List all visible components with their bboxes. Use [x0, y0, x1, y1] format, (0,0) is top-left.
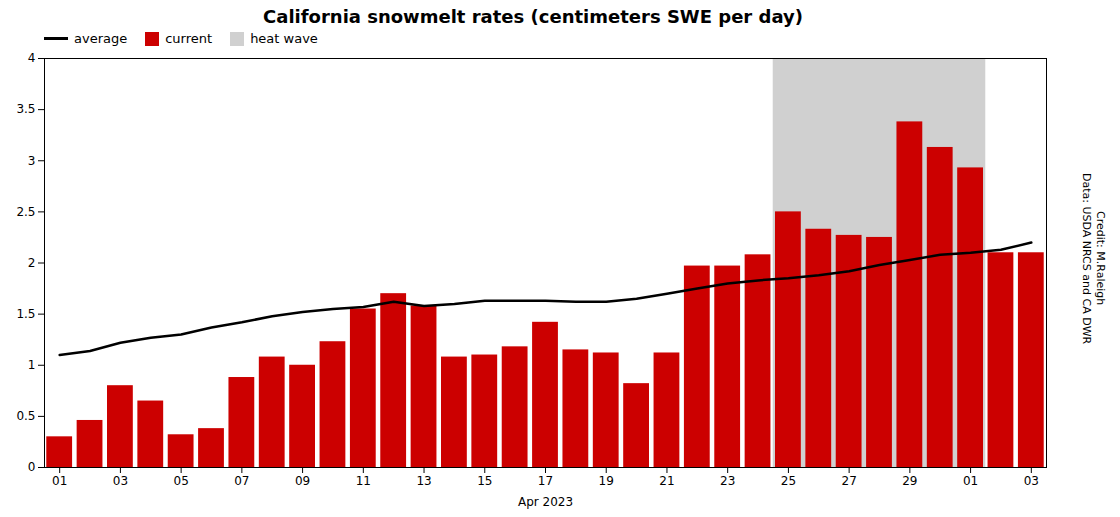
svg-text:09: 09: [295, 474, 310, 488]
svg-text:1.5: 1.5: [16, 307, 35, 321]
svg-text:2: 2: [28, 256, 36, 270]
html-text:Credit: M.Raleigh Data: USDA N: Credit: M.Raleigh Data: USDA NRCS and CA…: [1080, 172, 1108, 345]
svg-text:4: 4: [28, 51, 36, 65]
html-text:average: average: [74, 31, 128, 46]
svg-text:0.5: 0.5: [16, 409, 35, 423]
svg-text:Apr 2023: Apr 2023: [518, 495, 573, 509]
svg-text:29: 29: [902, 474, 917, 488]
html-text:California snowmelt rates (cen: California snowmelt rates (centimeters S…: [263, 6, 803, 27]
svg-text:21: 21: [659, 474, 674, 488]
svg-text:19: 19: [599, 474, 614, 488]
svg-text:2.5: 2.5: [16, 205, 35, 219]
svg-text:03: 03: [113, 474, 128, 488]
html-text:heat wave: heat wave: [250, 31, 318, 46]
svg-text:05: 05: [173, 474, 188, 488]
svg-text:1: 1: [28, 358, 36, 372]
svg-text:0: 0: [28, 460, 36, 474]
svg-text:17: 17: [538, 474, 553, 488]
svg-text:03: 03: [1024, 474, 1039, 488]
svg-text:11: 11: [356, 474, 371, 488]
html-text:current: current: [165, 31, 213, 46]
svg-text:01: 01: [963, 474, 978, 488]
svg-text:27: 27: [841, 474, 856, 488]
svg-text:25: 25: [781, 474, 796, 488]
svg-text:3: 3: [28, 154, 36, 168]
svg-text:07: 07: [234, 474, 249, 488]
svg-text:01: 01: [52, 474, 67, 488]
svg-text:15: 15: [477, 474, 492, 488]
svg-text:13: 13: [416, 474, 431, 488]
svg-text:3.5: 3.5: [16, 102, 35, 116]
svg-text:23: 23: [720, 474, 735, 488]
